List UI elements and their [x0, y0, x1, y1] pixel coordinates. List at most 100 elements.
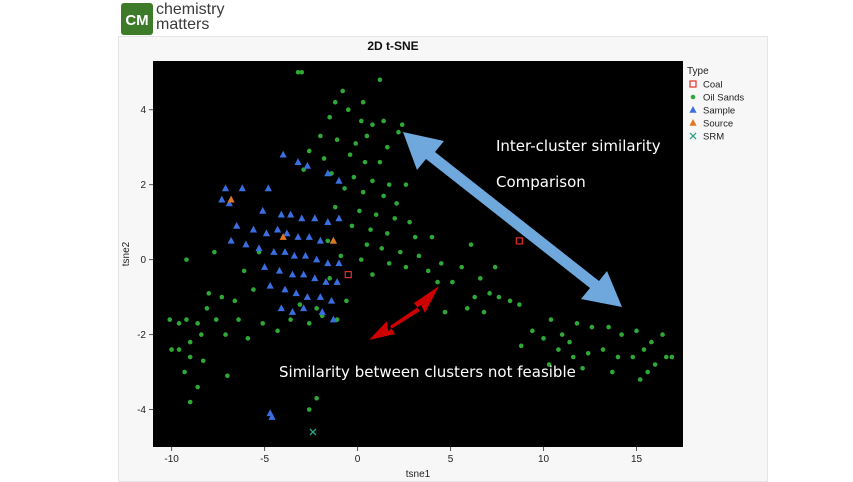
oil-sands-point: [450, 279, 455, 285]
oil-sands-point: [407, 219, 412, 225]
logo-line-1: chemistry: [156, 1, 225, 18]
logo-mark-box: [121, 3, 153, 35]
oil-sands-point: [195, 321, 200, 326]
oil-sands-point: [327, 114, 332, 120]
x-tick-label: 0: [355, 454, 361, 465]
oil-sands-point: [468, 242, 474, 247]
coal-point: [344, 271, 352, 279]
oil-sands-point: [377, 77, 383, 83]
annotation-arrows-layer: [369, 132, 622, 340]
oil-sands-point: [546, 362, 552, 367]
blue-double-arrow: [403, 132, 622, 307]
oil-sands-point: [364, 133, 370, 139]
oil-sands-point: [370, 122, 375, 128]
oil-sands-point: [507, 298, 513, 304]
sample-point: [318, 308, 326, 315]
oil-sands-point: [492, 264, 498, 270]
sample-point: [290, 251, 298, 259]
sample-point: [329, 315, 337, 323]
oil-sands-point: [176, 321, 182, 326]
legend-marker-source: [689, 119, 697, 126]
oil-sands-point: [556, 347, 561, 352]
sample-point: [303, 161, 311, 169]
oil-sands-point: [386, 261, 392, 266]
annotation-similarity-not-feasible: Similarity between clusters not feasible: [279, 363, 576, 381]
oil-sands-point: [548, 317, 554, 322]
oil-sands-point: [660, 332, 665, 337]
oil-sands-point: [314, 306, 319, 311]
source-point: [227, 195, 235, 203]
oil-sands-point: [187, 354, 193, 360]
sample-point: [268, 413, 276, 420]
oil-sands-point: [358, 118, 364, 124]
oil-sands-point: [606, 324, 611, 330]
oil-sands-point: [442, 309, 448, 315]
oil-sands-point: [288, 317, 293, 322]
sample-point: [316, 293, 324, 300]
sample-point: [225, 199, 233, 207]
oil-sands-point: [398, 249, 403, 255]
oil-sands-point: [199, 332, 204, 337]
oil-sands-point: [332, 204, 338, 210]
legend-marker-coal: [689, 80, 697, 88]
sample-point: [300, 270, 308, 278]
sample-point: [335, 176, 343, 184]
sample-point: [288, 270, 297, 278]
coal-point: [515, 237, 523, 245]
oil-sands-point: [517, 302, 522, 307]
oil-sands-point: [386, 182, 392, 187]
sample-point: [303, 293, 311, 300]
x-tick-label: -5: [260, 454, 269, 465]
axes-layer: -10 -5 0 5 10 15 -4 -2 0 2 4: [137, 105, 642, 465]
oil-sands-point: [200, 358, 206, 364]
sample-point: [242, 240, 250, 248]
sample-point: [333, 278, 341, 285]
sample-point: [275, 266, 284, 274]
oil-sands-point: [385, 231, 390, 236]
oil-sands-point: [187, 339, 193, 345]
oil-sands-point: [321, 156, 327, 161]
oil-sands-point: [589, 324, 595, 330]
oil-sands-point: [306, 407, 312, 412]
chart-title: 2D t-SNE: [367, 39, 418, 53]
sample-point: [287, 210, 295, 218]
oil-sands-point: [344, 298, 349, 304]
oil-sands-point: [184, 317, 189, 322]
oil-sands-point: [212, 249, 217, 255]
oil-sands-point: [260, 321, 266, 326]
legend: Type Coal Oil Sands Sample Source SRM: [687, 66, 744, 143]
x-tick-label: 15: [631, 454, 643, 465]
sample-point: [298, 214, 306, 222]
oil-sands-point: [219, 294, 225, 300]
oil-sands-point: [652, 362, 658, 367]
sample-point: [264, 184, 272, 192]
sample-point: [266, 281, 274, 289]
x-tick-label: -10: [164, 454, 179, 465]
legend-label-coal: Coal: [703, 80, 723, 91]
oil-sands-point: [362, 159, 368, 165]
sample-point: [324, 218, 332, 225]
sample-point: [327, 296, 336, 304]
oil-sands-point: [353, 141, 359, 146]
oil-sands-point: [351, 174, 357, 180]
oil-sands-point: [637, 377, 643, 382]
sample-point: [300, 304, 308, 312]
oil-sands-point: [377, 159, 383, 165]
oil-sands-point: [381, 118, 386, 124]
oil-sands-point: [399, 122, 405, 128]
sample-point: [313, 255, 321, 263]
logo-wordmark: chemistry matters: [156, 1, 225, 33]
sample-point: [311, 274, 319, 282]
oil-sands-point: [241, 268, 247, 274]
oil-sands-point: [438, 261, 444, 266]
oil-sands-point: [429, 234, 435, 240]
annotation-inter-cluster-similarity: Inter-cluster similarity: [496, 137, 661, 155]
oil-sands-point: [487, 291, 492, 296]
x-axis-label: tsne1: [406, 469, 431, 480]
chemistry-matters-logo: CM: [121, 3, 153, 35]
sample-point: [260, 263, 269, 270]
source-point: [329, 236, 337, 244]
oil-sands-point: [530, 328, 535, 334]
oil-sands-point: [496, 294, 502, 300]
oil-sands-point: [206, 291, 212, 296]
